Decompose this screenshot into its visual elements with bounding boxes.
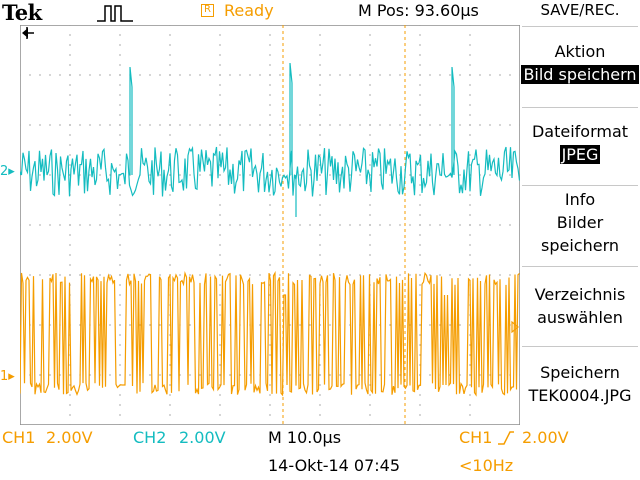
menu-save-line1: Speichern xyxy=(540,363,620,382)
menu-action-value: Bild speichern xyxy=(521,65,639,84)
ch1-ground-marker[interactable]: 1▸ xyxy=(0,369,15,384)
ch2-ground-marker[interactable]: 2▸ xyxy=(0,164,15,179)
horizontal-position: M Pos: 93.60µs xyxy=(358,1,479,20)
menu-separator xyxy=(522,107,638,108)
trigger-level-marker[interactable] xyxy=(511,320,519,334)
menu-file-format-value: JPEG xyxy=(559,145,601,164)
menu-title: SAVE/REC. xyxy=(540,1,620,19)
menu-save-filename: TEK0004.JPG xyxy=(528,386,632,405)
menu-action[interactable]: Aktion Bild speichern xyxy=(520,40,640,86)
ch1-marker-label: 1 xyxy=(0,369,9,384)
menu-save-button[interactable]: Speichern TEK0004.JPG xyxy=(520,361,640,407)
menu-info-save-images[interactable]: Info Bilder speichern xyxy=(520,188,640,257)
menu-directory-line2: auswählen xyxy=(537,308,623,327)
brand-logo: Tek xyxy=(2,0,42,25)
pulse-trigger-icon xyxy=(97,5,133,22)
ch2-waveform xyxy=(20,62,520,217)
waveform-display xyxy=(20,25,520,425)
trigger-source: CH1 xyxy=(459,428,493,447)
ch1-label: CH1 xyxy=(2,428,36,447)
menu-directory-line1: Verzeichnis xyxy=(534,285,626,304)
timebase: M 10.0µs xyxy=(268,428,342,447)
menu-file-format-label: Dateiformat xyxy=(531,122,629,141)
menu-info-line2: Bilder xyxy=(556,213,604,232)
run-status: Ready xyxy=(224,1,274,20)
menu-info-line1: Info xyxy=(564,190,596,209)
horizontal-position-marker[interactable] xyxy=(22,27,34,39)
ch2-label: CH2 xyxy=(133,428,167,447)
ch1-marker-arrow: ▸ xyxy=(8,369,15,384)
menu-action-label: Aktion xyxy=(554,42,606,61)
acquisition-status-icon: R xyxy=(201,4,214,17)
rising-edge-icon xyxy=(498,431,514,445)
menu-file-format[interactable]: Dateiformat JPEG xyxy=(520,120,640,166)
ch1-waveform xyxy=(20,270,520,397)
menu-separator xyxy=(522,266,638,267)
ch2-marker-arrow: ▸ xyxy=(8,164,15,179)
date-time: 14-Okt-14 07:45 xyxy=(268,456,401,475)
ch2-marker-label: 2 xyxy=(0,164,9,179)
menu-separator xyxy=(522,346,638,347)
trigger-level: 2.00V xyxy=(522,428,569,447)
menu-select-directory[interactable]: Verzeichnis auswählen xyxy=(520,283,640,329)
trigger-frequency: <10Hz xyxy=(459,456,514,475)
menu-separator xyxy=(522,185,638,186)
ch1-scale: 2.00V xyxy=(46,428,93,447)
menu-separator xyxy=(522,26,638,27)
ch2-scale: 2.00V xyxy=(179,428,226,447)
menu-info-line3: speichern xyxy=(541,236,619,255)
